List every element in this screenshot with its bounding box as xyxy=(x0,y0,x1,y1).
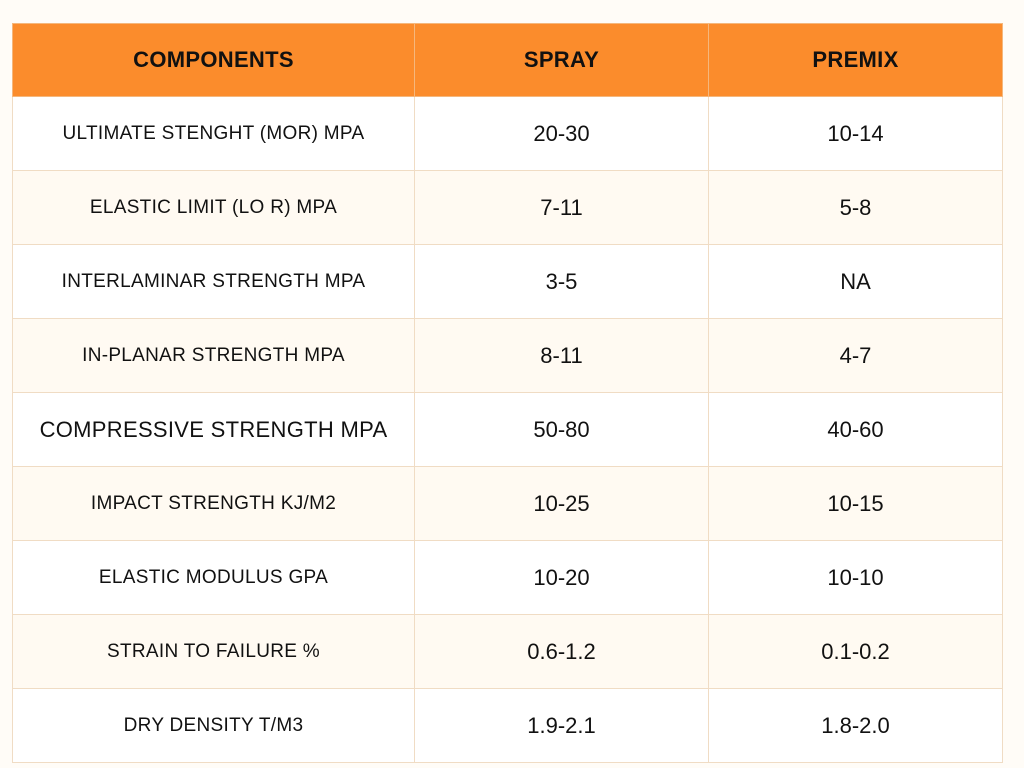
header-components: COMPONENTS xyxy=(12,23,415,97)
header-spray: SPRAY xyxy=(414,23,709,97)
table-row: INTERLAMINAR STRENGTH MPA 3-5 NA xyxy=(12,244,1003,319)
component-cell: STRAIN TO FAILURE % xyxy=(12,614,415,689)
table-row: STRAIN TO FAILURE % 0.6-1.2 0.1-0.2 xyxy=(12,614,1003,689)
premix-value-cell: 10-14 xyxy=(708,96,1003,171)
table-row: IMPACT STRENGTH KJ/M2 10-25 10-15 xyxy=(12,466,1003,541)
comparison-table: COMPONENTS SPRAY PREMIX ULTIMATE STENGHT… xyxy=(12,23,1003,763)
component-cell: ULTIMATE STENGHT (MOR) MPA xyxy=(12,96,415,171)
table-body: ULTIMATE STENGHT (MOR) MPA 20-30 10-14 E… xyxy=(12,96,1003,763)
table-row: COMPRESSIVE STRENGTH MPA 50-80 40-60 xyxy=(12,392,1003,467)
spray-value-cell: 0.6-1.2 xyxy=(414,614,709,689)
spray-value-cell: 50-80 xyxy=(414,392,709,467)
spray-value-cell: 7-11 xyxy=(414,170,709,245)
premix-value-cell: NA xyxy=(708,244,1003,319)
table-row: DRY DENSITY T/M3 1.9-2.1 1.8-2.0 xyxy=(12,688,1003,763)
header-premix: PREMIX xyxy=(708,23,1003,97)
premix-value-cell: 0.1-0.2 xyxy=(708,614,1003,689)
component-cell: COMPRESSIVE STRENGTH MPA xyxy=(12,392,415,467)
spray-value-cell: 1.9-2.1 xyxy=(414,688,709,763)
spray-value-cell: 20-30 xyxy=(414,96,709,171)
premix-value-cell: 4-7 xyxy=(708,318,1003,393)
premix-value-cell: 1.8-2.0 xyxy=(708,688,1003,763)
spray-value-cell: 10-25 xyxy=(414,466,709,541)
header-row: COMPONENTS SPRAY PREMIX xyxy=(12,23,1003,97)
table-row: IN-PLANAR STRENGTH MPA 8-11 4-7 xyxy=(12,318,1003,393)
component-cell: ELASTIC MODULUS GPA xyxy=(12,540,415,615)
table-header: COMPONENTS SPRAY PREMIX xyxy=(12,23,1003,97)
premix-value-cell: 40-60 xyxy=(708,392,1003,467)
comparison-table-container: COMPONENTS SPRAY PREMIX ULTIMATE STENGHT… xyxy=(12,23,1003,763)
component-cell: IN-PLANAR STRENGTH MPA xyxy=(12,318,415,393)
spray-value-cell: 3-5 xyxy=(414,244,709,319)
component-cell: DRY DENSITY T/M3 xyxy=(12,688,415,763)
premix-value-cell: 10-15 xyxy=(708,466,1003,541)
component-cell: IMPACT STRENGTH KJ/M2 xyxy=(12,466,415,541)
spray-value-cell: 10-20 xyxy=(414,540,709,615)
component-cell: ELASTIC LIMIT (LO R) MPA xyxy=(12,170,415,245)
table-row: ELASTIC LIMIT (LO R) MPA 7-11 5-8 xyxy=(12,170,1003,245)
premix-value-cell: 5-8 xyxy=(708,170,1003,245)
spray-value-cell: 8-11 xyxy=(414,318,709,393)
table-row: ULTIMATE STENGHT (MOR) MPA 20-30 10-14 xyxy=(12,96,1003,171)
component-cell: INTERLAMINAR STRENGTH MPA xyxy=(12,244,415,319)
table-row: ELASTIC MODULUS GPA 10-20 10-10 xyxy=(12,540,1003,615)
premix-value-cell: 10-10 xyxy=(708,540,1003,615)
